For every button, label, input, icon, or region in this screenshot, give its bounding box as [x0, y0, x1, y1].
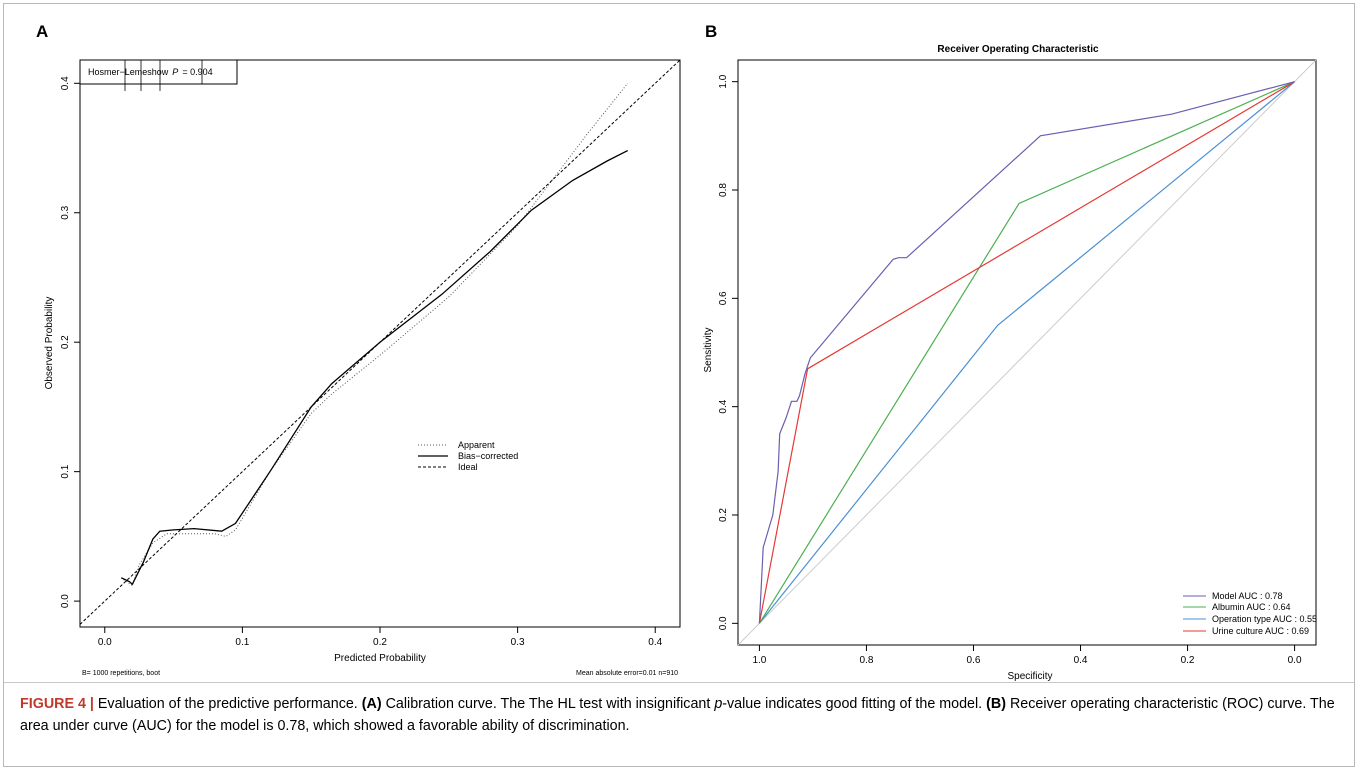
caption-text-1: Evaluation of the predictive performance… — [93, 696, 362, 712]
roc-plot-frame — [737, 59, 1317, 646]
hl-p-label: P — [172, 67, 178, 77]
legend-model-label: Model AUC : 0.78 — [1212, 591, 1283, 601]
roc-x-tick-label: 0.8 — [859, 655, 873, 666]
calibration-series — [79, 59, 681, 625]
apparent-line — [121, 82, 629, 587]
caption-text-4: Receiver operating characteristic (ROC) … — [20, 696, 1335, 734]
calibration-footnote-right: Mean absolute error=0.01 n=910 — [576, 670, 678, 677]
urine-culture-roc-line — [758, 81, 1295, 624]
legend-ideal-label: Ideal — [458, 462, 478, 472]
caption-separator — [4, 682, 1354, 683]
roc-chart-title: Receiver Operating Characteristic — [937, 44, 1099, 55]
caption-label-b: (B) — [986, 696, 1006, 712]
calibration-x-tick-label: 0.3 — [511, 637, 525, 648]
calibration-y-tick-label: 0.0 — [60, 594, 71, 608]
calibration-y-ticks: 0.0 0.1 0.2 0.3 0.4 — [60, 76, 80, 608]
calibration-x-axis-title: Predicted Probability — [334, 653, 426, 664]
calibration-x-tick-label: 0.1 — [235, 637, 249, 648]
roc-x-tick-label: 0.2 — [1181, 655, 1195, 666]
roc-y-ticks: 0.0 0.2 0.4 0.6 0.8 1.0 — [718, 74, 738, 630]
roc-x-tick-label: 0.6 — [967, 655, 981, 666]
legend-bias-corrected-label: Bias−corrected — [458, 451, 518, 461]
roc-x-axis-title: Specificity — [1007, 671, 1052, 682]
caption-text-3: -value indicates good fitting of the mod… — [722, 696, 987, 712]
roc-y-tick-label: 0.2 — [718, 508, 729, 522]
roc-y-tick-label: 0.8 — [718, 183, 729, 197]
operation-type-roc-line — [758, 81, 1295, 624]
calibration-y-tick-label: 0.3 — [60, 205, 71, 219]
hl-test-name: Hosmer−Lemeshow — [88, 67, 169, 77]
legend-albumin-label: Albumin AUC : 0.64 — [1212, 602, 1291, 612]
roc-y-tick-label: 0.6 — [718, 291, 729, 305]
legend-apparent-label: Apparent — [458, 440, 495, 450]
calibration-x-ticks: 0.0 0.1 0.2 0.3 0.4 — [98, 627, 663, 648]
bias-corrected-line — [121, 150, 628, 586]
model-roc-line — [758, 81, 1295, 624]
hosmer-lemeshow-label: Hosmer−Lemeshow P = 0.904 — [88, 67, 213, 77]
calibration-x-tick-label: 0.4 — [648, 637, 662, 648]
calibration-x-tick-label: 0.2 — [373, 637, 387, 648]
calibration-legend: Apparent Bias−corrected Ideal — [418, 440, 518, 472]
hl-p-value: = 0.904 — [182, 67, 212, 77]
roc-y-tick-label: 1.0 — [718, 74, 729, 88]
roc-y-tick-label: 0.4 — [718, 399, 729, 413]
calibration-panel: A 0.0 0.1 0.2 0.3 0.4 0.0 0.1 0.2 0.3 0.4 Predic… — [36, 22, 681, 677]
calibration-footnote-left: B= 1000 repetitions, boot — [82, 670, 160, 677]
calibration-y-tick-label: 0.1 — [60, 464, 71, 478]
roc-x-tick-label: 1.0 — [752, 655, 766, 666]
roc-reference-diagonal — [737, 59, 1317, 646]
panel-a-letter: A — [36, 22, 48, 41]
hosmer-lemeshow-box: Hosmer−Lemeshow P = 0.904 — [79, 59, 238, 91]
caption-label-a: (A) — [361, 696, 382, 712]
albumin-roc-line — [758, 81, 1295, 624]
calibration-y-axis-title: Observed Probability — [44, 297, 55, 390]
calibration-y-tick-label: 0.4 — [60, 76, 71, 90]
figure-caption: FIGURE 4 | Evaluation of the predictive … — [20, 693, 1345, 737]
panel-b-letter: B — [705, 22, 717, 41]
legend-urine-culture-label: Urine culture AUC : 0.69 — [1212, 626, 1309, 636]
roc-y-axis-title: Sensitivity — [703, 327, 714, 372]
calibration-y-tick-label: 0.2 — [60, 335, 71, 349]
hosmer-lemeshow-frame — [79, 59, 238, 85]
figure-label: FIGURE 4 | — [20, 696, 94, 712]
roc-y-tick-label: 0.0 — [718, 616, 729, 630]
ideal-line — [79, 59, 681, 625]
roc-legend: Model AUC : 0.78 Albumin AUC : 0.64 Oper… — [1183, 591, 1317, 636]
legend-operation-type-label: Operation type AUC : 0.55 — [1212, 614, 1317, 624]
roc-x-tick-label: 0.4 — [1074, 655, 1088, 666]
calibration-x-tick-label: 0.0 — [98, 637, 112, 648]
figure-frame — [3, 3, 1355, 767]
caption-text-2: Calibration curve. The The HL test with … — [381, 696, 715, 712]
roc-x-ticks: 1.0 0.8 0.6 0.4 0.2 0.0 — [752, 645, 1302, 666]
roc-x-tick-label: 0.0 — [1288, 655, 1302, 666]
roc-panel: B Receiver Operating Characteristic 1.0 0… — [703, 22, 1317, 682]
caption-italic-p: p — [714, 696, 723, 712]
figure-charts: A 0.0 0.1 0.2 0.3 0.4 0.0 0.1 0.2 0.3 0.4 Predic… — [36, 22, 1317, 682]
roc-series — [737, 59, 1317, 646]
calibration-plot-frame — [79, 59, 681, 628]
